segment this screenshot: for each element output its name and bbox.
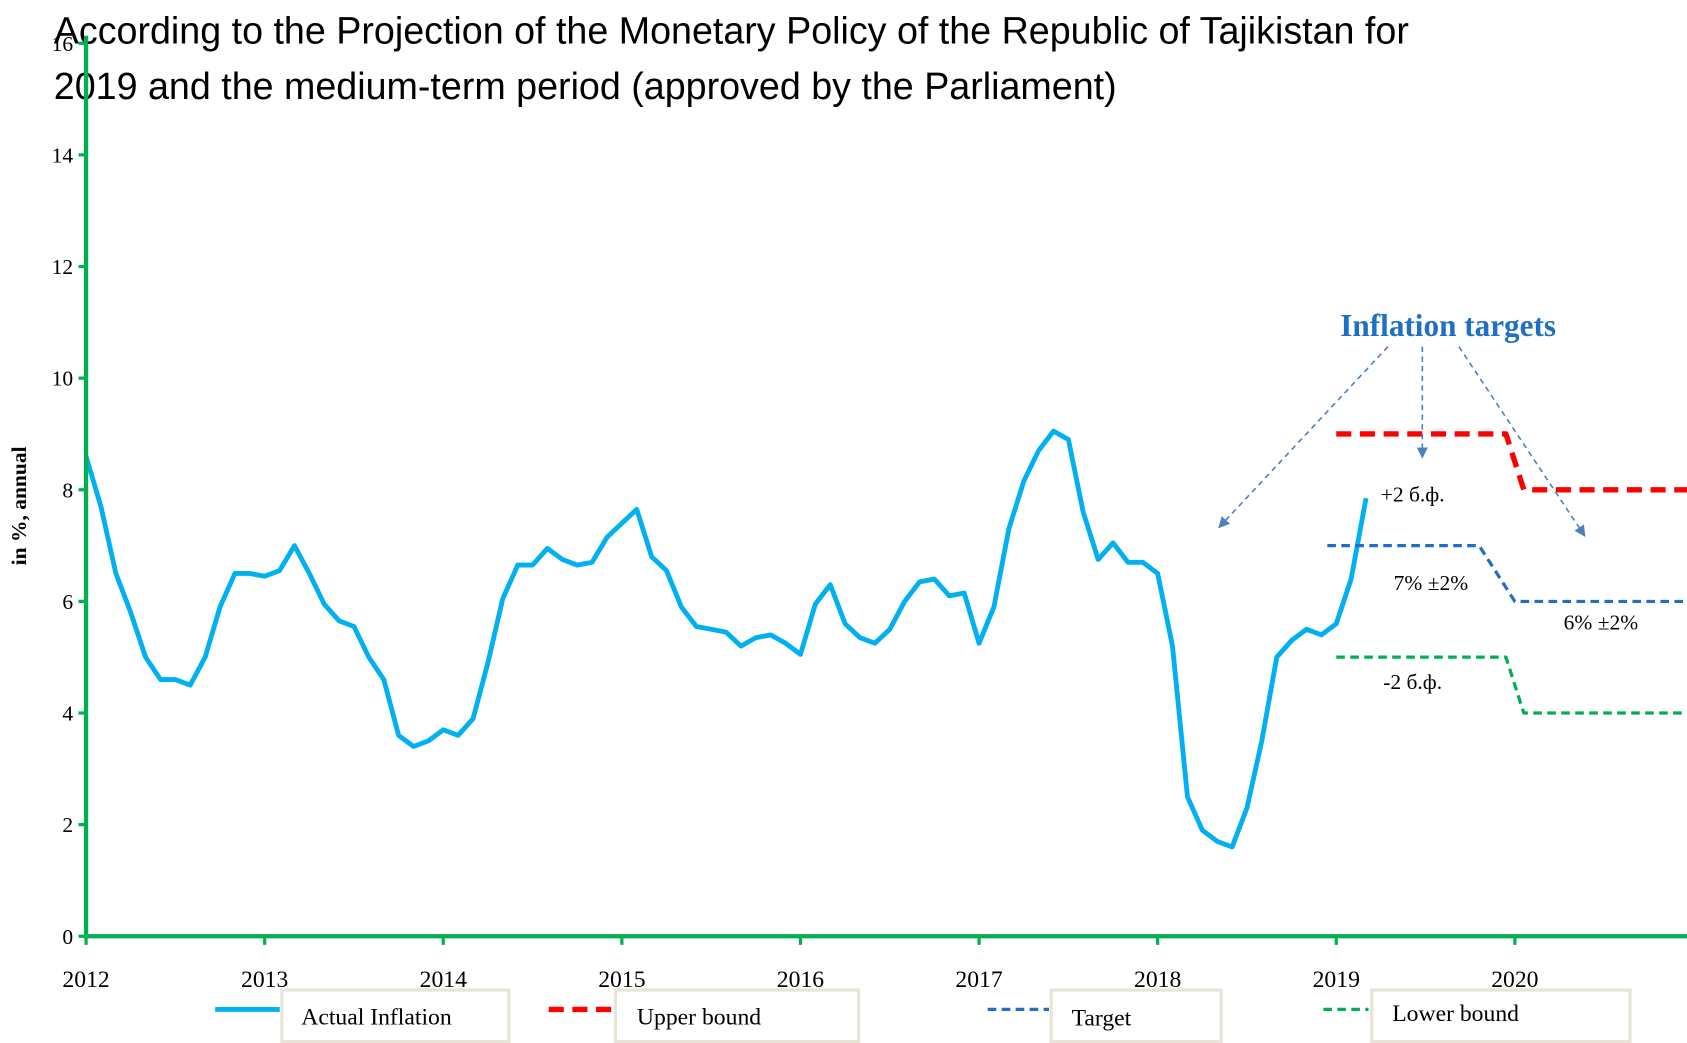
legend-box: [280, 988, 511, 1043]
annotation-arrow: [1458, 346, 1586, 537]
plot-area: [86, 428, 1687, 850]
x-tick-label: 2019: [1313, 967, 1360, 993]
y-tick-label: 10: [52, 367, 74, 391]
y-tick-label: 8: [62, 478, 73, 502]
legend-box: [1049, 988, 1223, 1043]
legend-label: Lower bound: [1392, 1001, 1519, 1027]
legend-box: [613, 988, 861, 1043]
legend-box: [1370, 988, 1632, 1043]
y-tick-label: 6: [62, 590, 73, 614]
data-line: [1327, 543, 1687, 604]
legend-label: Actual Inflation: [301, 1004, 452, 1030]
x-tick-label: 2012: [62, 967, 109, 993]
annotation: +2 б.ф.: [1381, 483, 1445, 507]
legend-label: Upper bound: [637, 1004, 761, 1030]
data-line: [1336, 431, 1687, 493]
y-tick-label: 12: [52, 255, 74, 279]
data-line: [86, 428, 1369, 850]
annotation: 6% ±2%: [1564, 611, 1639, 635]
data-line: [1336, 655, 1687, 715]
y-tick-label: 16: [52, 32, 74, 56]
y-tick-label: 2: [62, 813, 73, 837]
y-tick-label: 4: [62, 702, 73, 726]
chart-title: 2019 and the medium-term period (approve…: [54, 65, 1117, 107]
y-axis-label: in %, annual: [7, 446, 31, 565]
legend-label: Target: [1072, 1006, 1132, 1032]
annotation: 7% ±2%: [1394, 571, 1469, 595]
annotation: -2 б.ф.: [1383, 670, 1442, 694]
chart-title: According to the Projection of the Monet…: [54, 9, 1409, 51]
y-tick-label: 0: [62, 925, 73, 949]
x-tick-label: 2017: [955, 967, 1002, 993]
annotation: Inflation targets: [1340, 308, 1556, 343]
annotation-arrow: [1218, 346, 1389, 529]
y-tick-label: 14: [52, 143, 74, 167]
